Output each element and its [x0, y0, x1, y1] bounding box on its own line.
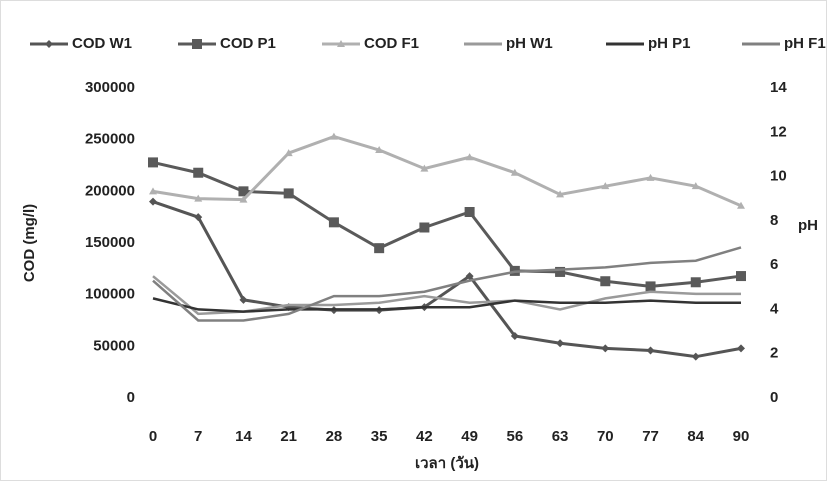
y-tick-label: 100000 [85, 286, 135, 303]
x-tick-label: 56 [507, 428, 524, 445]
x-tick-label: 7 [194, 428, 202, 445]
legend-label: COD W1 [72, 35, 132, 52]
marker [419, 222, 430, 233]
marker [737, 344, 745, 353]
series-line [152, 200, 742, 359]
y-axis-title: COD (mg/l) [21, 204, 38, 282]
marker [149, 187, 157, 195]
marker [510, 332, 519, 340]
x-tick-label: 14 [235, 428, 252, 445]
marker [690, 277, 701, 288]
marker [601, 182, 610, 190]
marker [737, 201, 745, 209]
marker [420, 164, 429, 172]
marker [239, 195, 248, 203]
x-tick-label: 90 [733, 428, 750, 445]
x-tick-label: 77 [642, 428, 659, 445]
marker [736, 271, 746, 282]
marker [193, 167, 204, 178]
marker [510, 168, 519, 176]
legend-label: pH F1 [784, 35, 826, 52]
marker [691, 352, 700, 361]
y2-tick-label: 12 [770, 123, 787, 140]
y2-tick-label: 4 [770, 300, 779, 317]
legend-label: pH W1 [506, 35, 553, 52]
x-tick-label: 63 [552, 428, 569, 445]
series-line [152, 297, 741, 313]
x-tick-label: 21 [280, 428, 297, 445]
marker [646, 173, 655, 181]
y-tick-label: 0 [127, 389, 135, 406]
marker [328, 217, 339, 228]
y-tick-label: 250000 [85, 131, 135, 148]
marker [284, 149, 293, 157]
series-line [152, 134, 742, 208]
legend-label: COD F1 [364, 35, 419, 52]
marker [375, 146, 384, 153]
marker [464, 207, 475, 217]
x-tick-label: 49 [461, 428, 478, 445]
marker [239, 295, 248, 304]
y2-tick-label: 8 [770, 212, 778, 229]
marker [329, 132, 338, 140]
marker [374, 243, 385, 254]
marker [238, 186, 249, 197]
marker [691, 182, 700, 190]
marker [192, 39, 202, 49]
marker [194, 194, 203, 202]
marker [556, 190, 565, 198]
x-tick-label: 0 [149, 428, 157, 445]
x-tick-label: 35 [371, 428, 388, 445]
y-tick-label: 200000 [85, 182, 135, 199]
y-tick-label: 50000 [93, 337, 135, 354]
marker [283, 188, 294, 199]
marker [337, 40, 345, 47]
y2-axis-title: pH [798, 217, 818, 234]
marker [465, 153, 474, 161]
x-axis-title: เวลา (วัน) [415, 455, 479, 472]
marker [645, 281, 656, 292]
marker [601, 344, 610, 353]
x-tick-label: 84 [687, 428, 704, 445]
marker [148, 157, 158, 168]
marker [45, 40, 53, 48]
y2-tick-label: 14 [770, 79, 787, 96]
x-tick-label: 70 [597, 428, 614, 445]
y2-tick-label: 0 [770, 389, 778, 406]
marker [555, 266, 566, 277]
marker [149, 197, 157, 206]
marker [465, 272, 474, 281]
y-tick-label: 150000 [85, 234, 135, 251]
series-line [152, 246, 742, 322]
marker [600, 276, 611, 287]
y2-tick-label: 2 [770, 345, 778, 362]
marker [556, 339, 565, 348]
x-tick-label: 42 [416, 428, 433, 445]
marker [646, 346, 655, 355]
legend-label: COD P1 [220, 35, 276, 52]
y2-tick-label: 10 [770, 168, 787, 185]
marker [194, 213, 203, 222]
y-tick-label: 300000 [85, 79, 135, 96]
legend-label: pH P1 [648, 35, 691, 52]
x-tick-label: 28 [326, 428, 343, 445]
y2-tick-label: 6 [770, 256, 778, 273]
